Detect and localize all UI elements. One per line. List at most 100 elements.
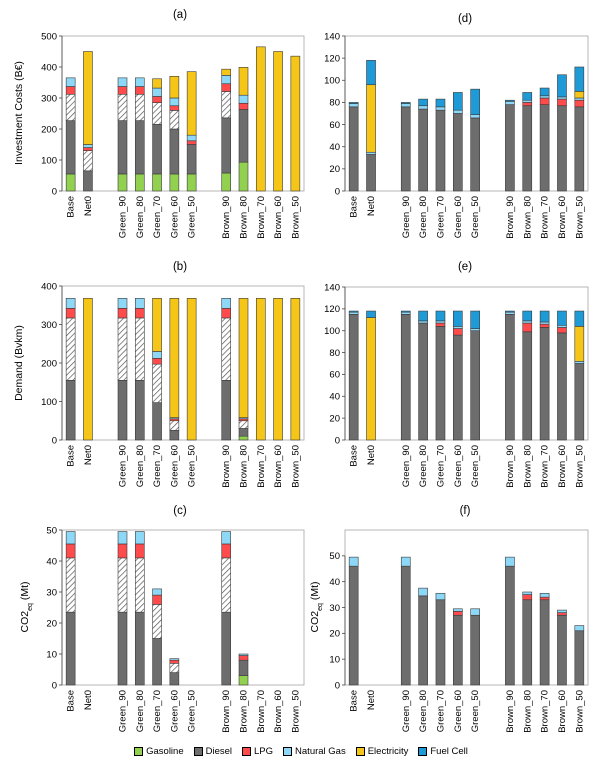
chart-panel-b: 0 100 200 300 400 (b) Demand (Bvkm) Base Net0 Gre… (13, 261, 305, 488)
bar-segment-diesel-green-90 (117, 380, 128, 441)
bar-segment-diesel-hatched-green-60 (169, 110, 180, 130)
bar-segment-diesel-brown-70 (539, 104, 550, 192)
bar-segment-diesel-brown-70 (539, 327, 550, 441)
bar-segment-natural-gas-green-60 (169, 658, 180, 661)
bar-segment-natural-gas-brown-80 (238, 653, 249, 656)
x-tick-label: Net0 (83, 196, 94, 216)
bar-segment-electricity-green-50 (186, 298, 197, 441)
x-tick-label: Net0 (366, 445, 377, 465)
bar-segment-electricity-green-50 (186, 71, 197, 136)
x-tick-label: Green_90 (401, 196, 412, 238)
y-axis-label: Demand (Bvkm) (13, 325, 25, 401)
x-tick-label: Brown_70 (540, 690, 551, 733)
bar-segment-fuel-cell-base (348, 102, 359, 104)
bar-segment-natural-gas-base (65, 298, 76, 309)
legend-label: LPG (254, 746, 274, 757)
legend-label: Gasoline (146, 746, 184, 757)
panel-title: (d) (458, 13, 472, 25)
bar-segment-diesel-green-50 (186, 144, 197, 175)
y-tick-label: 50 (329, 551, 340, 562)
y-tick-label: 0 (52, 680, 57, 691)
x-tick-label: Green_60 (453, 690, 464, 732)
bar-segment-natural-gas-brown-90 (505, 101, 515, 105)
bar-segment-diesel-green-90 (400, 106, 411, 192)
bar-segment-natural-gas-brown-80 (522, 591, 533, 595)
x-tick-label: Green_70 (152, 690, 163, 732)
bar-segment-diesel-green-60 (169, 128, 180, 175)
x-tick-label: Green_90 (401, 690, 412, 732)
bar-segment-lpg-green-70 (435, 322, 446, 327)
y-tick-label: 20 (46, 618, 57, 629)
x-tick-label: Brown_60 (557, 196, 568, 239)
bar-segment-diesel-hatched-brown-90 (221, 317, 232, 381)
bar-segment-diesel-base (348, 565, 359, 686)
x-tick-label: Green_50 (470, 196, 481, 238)
bar-segment-diesel-green-50 (470, 117, 480, 192)
bar-segment-lpg-brown-80 (522, 594, 533, 601)
legend-swatch (283, 747, 293, 756)
bar-segment-diesel-brown-80 (522, 331, 533, 441)
bar-segment-diesel-hatched-green-80 (134, 317, 145, 381)
bar-segment-natural-gas-green-90 (400, 103, 411, 108)
bar-segment-electricity-net0 (366, 317, 376, 441)
x-tick-label: Brown_60 (273, 196, 284, 239)
bar-segment-lpg-net0 (83, 147, 93, 152)
x-tick-label: Brown_60 (273, 445, 284, 488)
bar-segment-lpg-brown-50 (574, 99, 585, 108)
x-tick-label: Net0 (83, 445, 94, 465)
bar-segment-natural-gas-brown-90 (221, 298, 232, 309)
y-tick-label: 120 (324, 304, 340, 315)
y-tick-label: 30 (46, 587, 57, 598)
y-tick-label: 400 (41, 281, 57, 292)
x-tick-label: Brown_80 (239, 690, 250, 733)
y-tick-label: 80 (329, 348, 340, 359)
bar-segment-diesel-brown-60 (557, 332, 567, 441)
bar-segment-natural-gas-green-60 (453, 608, 463, 612)
x-tick-label: Green_60 (169, 196, 180, 238)
bar-segment-diesel-brown-60 (557, 614, 567, 686)
legend-swatch (355, 747, 365, 756)
bar-segment-electricity-brown-90 (221, 68, 232, 76)
y-tick-label: 80 (329, 98, 340, 109)
panel-title: (f) (460, 505, 471, 517)
bar-segment-natural-gas-green-60 (453, 326, 463, 329)
y-tick-label: 100 (41, 155, 57, 166)
bar-segment-diesel-hatched-green-60 (169, 420, 180, 431)
bar-segment-diesel-green-80 (134, 611, 145, 686)
bar-segment-lpg-green-90 (117, 543, 128, 559)
bar-segment-natural-gas-green-50 (470, 328, 480, 332)
y-tick-label: 40 (329, 577, 340, 588)
panel-title: (a) (173, 9, 187, 21)
x-tick-label: Green_50 (470, 445, 481, 487)
x-tick-label: Brown_50 (290, 445, 301, 488)
y-tick-label: 300 (41, 320, 57, 331)
bar-segment-diesel-green-80 (418, 322, 428, 441)
bar-segment-diesel-brown-50 (574, 363, 585, 441)
bar-segment-natural-gas-brown-50 (574, 361, 585, 364)
x-tick-label: Green_80 (135, 196, 146, 238)
panel-title: (c) (173, 505, 187, 517)
x-tick-label: Brown_70 (256, 196, 267, 239)
bar-segment-diesel-green-60 (169, 672, 180, 686)
x-tick-label: Brown_60 (557, 690, 568, 733)
x-tick-label: Green_80 (135, 690, 146, 732)
bar-segment-fuel-cell-brown-90 (505, 99, 515, 102)
bar-segment-gasoline-brown-80 (238, 675, 249, 686)
legend-swatch (193, 747, 203, 756)
x-tick-label: Green_70 (435, 445, 446, 487)
legend-item-electricity: Electricity (355, 746, 408, 757)
bar-segment-natural-gas-green-90 (117, 77, 128, 87)
x-tick-label: Green_70 (152, 196, 163, 238)
bar-segment-natural-gas-base (348, 103, 359, 108)
bar-segment-electricity-brown-60 (273, 51, 283, 192)
x-tick-label: Brown_90 (221, 196, 232, 239)
bar-segment-diesel-hatched-green-90 (117, 317, 128, 381)
bar-segment-diesel-brown-60 (557, 105, 567, 192)
y-tick-label: 200 (41, 124, 57, 135)
legend-item-lpg: LPG (242, 746, 273, 757)
x-tick-label: Base (349, 445, 360, 467)
x-tick-label: Brown_80 (522, 445, 533, 488)
bar-segment-natural-gas-green-70 (152, 87, 162, 97)
bar-segment-lpg-green-90 (117, 308, 128, 319)
bar-segment-natural-gas-brown-80 (522, 99, 533, 103)
